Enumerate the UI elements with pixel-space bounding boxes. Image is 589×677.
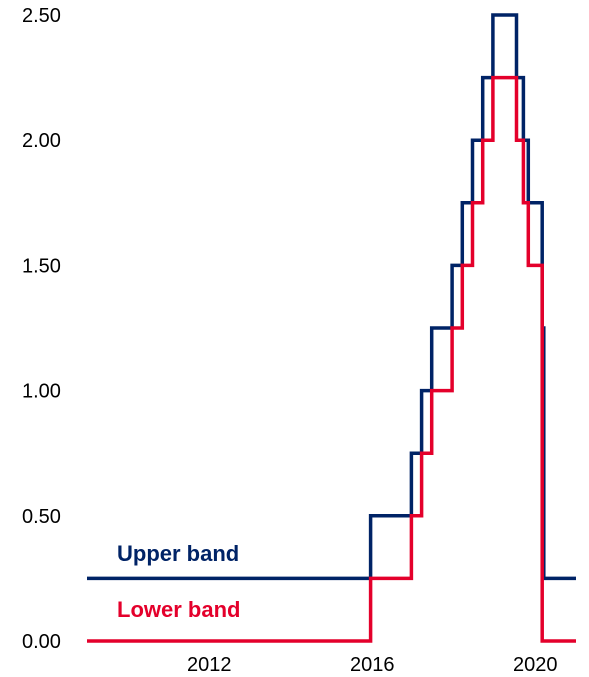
x-tick-label: 2012 <box>187 654 232 676</box>
series-lines <box>87 13 576 643</box>
y-axis-tick-labels: 0.00 0.50 1.00 1.50 2.00 2.50 <box>22 5 61 653</box>
lower-band-line <box>87 75 576 643</box>
x-tick-label: 2016 <box>350 654 395 676</box>
y-tick-label: 2.50 <box>22 5 61 27</box>
upper-band-label: Upper band <box>117 541 239 566</box>
y-tick-label: 1.50 <box>22 255 61 277</box>
upper-band-line <box>87 13 576 581</box>
y-tick-label: 0.50 <box>22 506 61 528</box>
y-tick-label: 2.00 <box>22 130 61 152</box>
x-tick-label: 2020 <box>513 654 558 676</box>
lower-band-label: Lower band <box>117 597 240 622</box>
x-axis-tick-labels: 2012 2016 2020 <box>187 654 558 676</box>
y-tick-label: 0.00 <box>22 631 61 653</box>
y-tick-label: 1.00 <box>22 381 61 403</box>
